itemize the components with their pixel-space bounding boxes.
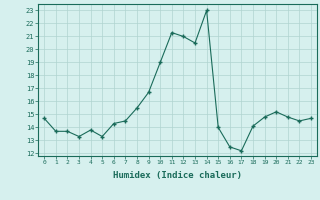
X-axis label: Humidex (Indice chaleur): Humidex (Indice chaleur) xyxy=(113,171,242,180)
